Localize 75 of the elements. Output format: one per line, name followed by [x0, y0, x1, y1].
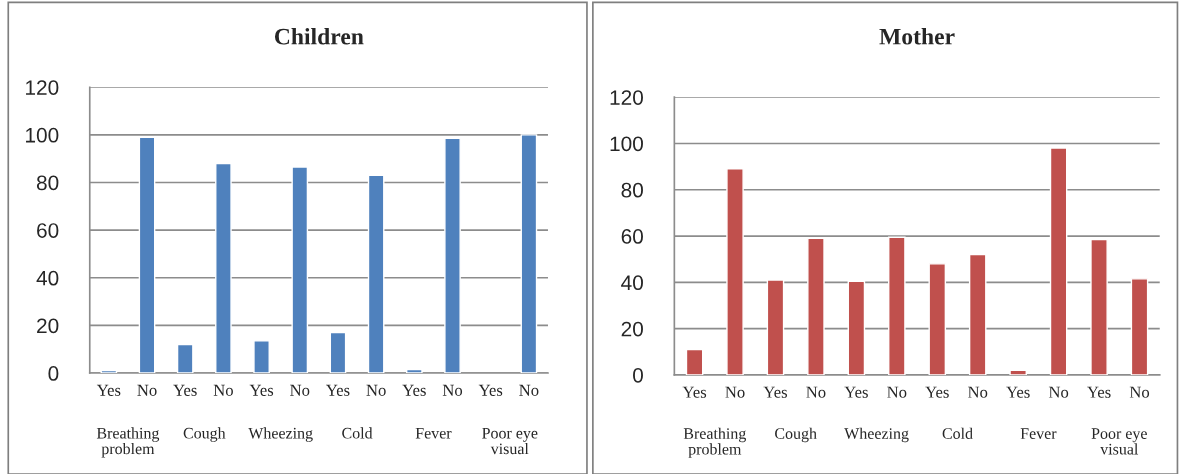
x-tick-label: No	[213, 384, 233, 396]
bar	[888, 236, 906, 375]
x-tick-label: Yes	[925, 386, 949, 398]
bar	[1130, 278, 1149, 375]
y-tick-label: 120	[610, 90, 643, 105]
x-tick-label: Yes	[1006, 386, 1030, 398]
bar	[100, 369, 118, 374]
x-tick-label: Yes	[763, 386, 787, 398]
y-tick-label: 20	[37, 318, 59, 334]
text: Wheezing	[248, 427, 313, 442]
bar	[176, 343, 194, 374]
x-tick-label: Yes	[326, 384, 350, 396]
bar	[520, 134, 538, 374]
text: Poor eye visual	[482, 427, 538, 455]
x-tick-label: Yes	[173, 384, 197, 396]
y-tick-label: 40	[36, 270, 59, 286]
x-tick-label: Yes	[682, 386, 707, 398]
y-tick-label: 40	[621, 275, 643, 291]
x-tick-label: No	[519, 384, 539, 396]
bar	[847, 280, 866, 375]
x-tick-label: No	[366, 384, 386, 396]
chart-title: Children	[274, 27, 364, 45]
x-tick-label: Yes	[1087, 386, 1111, 398]
y-tick-label: 60	[37, 223, 59, 238]
x-tick-label: Yes	[249, 384, 274, 396]
x-tick-label: No	[725, 386, 745, 398]
x-tick-label: No	[968, 386, 988, 398]
y-tick-label: 80	[621, 182, 643, 198]
x-tick-label: No	[137, 384, 157, 396]
y-tick-label: 0	[633, 367, 643, 383]
bar	[253, 340, 270, 374]
x-tick-label: No	[806, 386, 826, 398]
bar	[1009, 369, 1027, 375]
bar	[1090, 238, 1108, 375]
text: Fever	[1020, 428, 1057, 439]
text: Cold	[342, 427, 373, 439]
y-tick-label: 80	[36, 175, 59, 191]
x-tick-label: Yes	[844, 386, 868, 398]
bar	[685, 348, 704, 375]
text: Poor eye visual	[1091, 428, 1147, 455]
bar	[766, 279, 785, 375]
y-tick-label: 100	[26, 127, 59, 143]
text: Breathing problem	[683, 427, 746, 458]
bar	[138, 136, 156, 374]
y-tick-label: 0	[48, 366, 59, 381]
x-tick-label: No	[442, 384, 463, 396]
x-tick-label: Yes	[478, 384, 503, 396]
x-tick-label: No	[1129, 386, 1150, 398]
bar	[1049, 147, 1068, 375]
x-tick-label: No	[290, 384, 310, 396]
bar	[968, 253, 987, 375]
text: Wheezing	[844, 427, 909, 443]
text: Cough	[775, 427, 817, 443]
x-tick-label: No	[1048, 386, 1069, 398]
y-tick-label: 120	[26, 80, 59, 95]
y-tick-label: 100	[610, 136, 643, 152]
chart-title: Mother	[879, 27, 955, 45]
bar	[726, 168, 744, 375]
x-tick-label: Yes	[96, 384, 121, 396]
text: Cold	[942, 427, 973, 439]
bar	[367, 174, 385, 374]
bar	[215, 162, 232, 374]
y-tick-label: 60	[621, 229, 643, 244]
text: Breathing problem	[96, 427, 160, 458]
bar	[329, 331, 347, 374]
text: Fever	[415, 427, 452, 439]
text: Cough	[183, 427, 226, 442]
x-tick-label: No	[887, 386, 907, 398]
bar	[928, 263, 947, 375]
bar	[807, 237, 825, 375]
bar	[291, 166, 309, 374]
x-tick-label: Yes	[402, 384, 426, 396]
bar	[444, 137, 461, 374]
bar	[406, 368, 423, 374]
y-tick-label: 20	[621, 321, 643, 337]
